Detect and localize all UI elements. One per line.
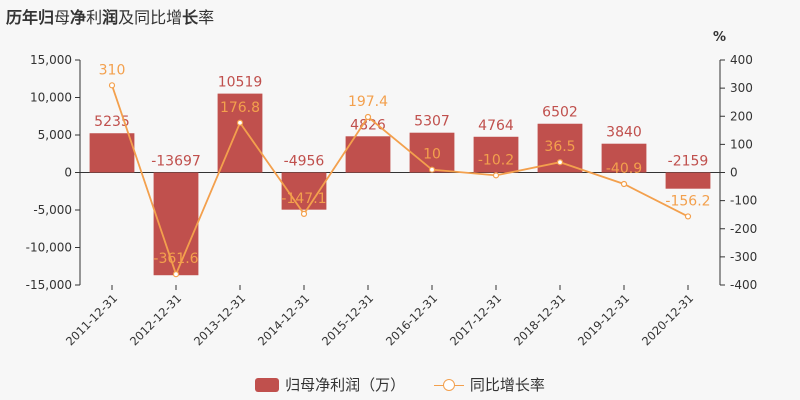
x-axis-tick-label: 2016-12-31 bbox=[383, 291, 440, 348]
line-value-label: -361.6 bbox=[153, 251, 198, 267]
line-point bbox=[172, 271, 180, 278]
left-axis-tick-label: -5,000 bbox=[33, 203, 72, 217]
line-value-label: 10 bbox=[423, 147, 441, 163]
line-point bbox=[364, 113, 372, 121]
bar-value-label: 5307 bbox=[414, 114, 450, 130]
legend-item-bar[interactable]: 归母净利润（万） bbox=[255, 374, 405, 395]
bar-value-label: -13697 bbox=[151, 154, 201, 170]
right-axis-tick-label: 200 bbox=[730, 109, 753, 123]
right-axis-tick-label: -100 bbox=[730, 194, 757, 208]
legend-item-line[interactable]: 同比增长率 bbox=[433, 374, 545, 395]
right-axis-tick-label: 100 bbox=[730, 137, 753, 151]
line-value-label: 36.5 bbox=[544, 139, 575, 155]
line-point bbox=[620, 180, 628, 188]
legend-bar-swatch bbox=[255, 377, 280, 392]
bar bbox=[473, 136, 519, 173]
x-axis-tick-label: 2013-12-31 bbox=[191, 291, 248, 348]
legend-line-label: 同比增长率 bbox=[469, 376, 545, 394]
x-axis-tick-label: 2015-12-31 bbox=[319, 291, 376, 348]
legend-bar-label: 归母净利润（万） bbox=[285, 376, 406, 394]
x-axis-tick-label: 2019-12-31 bbox=[575, 291, 632, 348]
right-axis-unit: % bbox=[713, 30, 727, 45]
line-value-label: 176.8 bbox=[220, 100, 260, 116]
x-axis-tick-label: 2012-12-31 bbox=[127, 291, 184, 348]
bar-value-label: 3840 bbox=[606, 125, 642, 141]
line-point bbox=[556, 159, 564, 166]
line-value-label: -10.2 bbox=[478, 152, 514, 168]
bar-value-label: 6502 bbox=[542, 105, 578, 121]
bar-value-label: 5235 bbox=[94, 114, 130, 130]
bar-value-label: 10519 bbox=[218, 75, 263, 91]
right-axis-tick-label: 400 bbox=[730, 53, 753, 67]
line-point bbox=[236, 119, 244, 126]
bar bbox=[345, 136, 391, 173]
right-axis-tick-label: 0 bbox=[730, 166, 738, 180]
line-value-label: 197.4 bbox=[348, 94, 388, 110]
left-axis-tick-label: -15,000 bbox=[26, 278, 72, 292]
right-axis-tick-label: -400 bbox=[730, 278, 757, 292]
left-axis-tick-label: 5,000 bbox=[38, 128, 72, 142]
chart-title: 历年归母净利润及同比增长率 bbox=[6, 8, 215, 27]
x-axis-tick-label: 2017-12-31 bbox=[447, 291, 504, 348]
line-value-label: -156.2 bbox=[665, 193, 710, 209]
line-point bbox=[108, 82, 116, 89]
x-axis-tick-label: 2011-12-31 bbox=[63, 291, 120, 348]
right-axis-tick-label: -300 bbox=[730, 250, 757, 264]
x-axis-tick-label: 2020-12-31 bbox=[639, 291, 696, 348]
bar-value-label: -2159 bbox=[668, 154, 709, 170]
line-value-label: 310 bbox=[99, 62, 126, 78]
line-point bbox=[684, 213, 692, 220]
line-value-label: -147.1 bbox=[281, 191, 326, 207]
bar bbox=[153, 172, 199, 276]
left-axis-tick-label: -10,000 bbox=[26, 241, 72, 255]
left-axis-tick-label: 15,000 bbox=[30, 53, 72, 67]
bar bbox=[601, 143, 647, 173]
line-point bbox=[428, 166, 436, 173]
line-point bbox=[300, 210, 308, 217]
line-value-label: -40.9 bbox=[606, 161, 642, 177]
left-axis-tick-label: 0 bbox=[64, 166, 72, 180]
bar bbox=[409, 132, 455, 173]
bar-value-label: -4956 bbox=[284, 154, 325, 170]
growth-rate-line bbox=[111, 85, 689, 277]
right-axis-tick-label: -200 bbox=[730, 222, 757, 236]
bar bbox=[89, 133, 135, 173]
x-axis-tick-label: 2014-12-31 bbox=[255, 291, 312, 348]
left-axis-tick-label: 10,000 bbox=[30, 91, 72, 105]
x-axis-tick-label: 2018-12-31 bbox=[511, 291, 568, 348]
right-axis-tick-label: 300 bbox=[730, 81, 753, 95]
legend-line-swatch bbox=[433, 378, 464, 392]
line-point bbox=[492, 172, 500, 179]
legend: 归母净利润（万） 同比增长率 bbox=[0, 374, 800, 396]
bar-value-label: 4764 bbox=[478, 118, 514, 134]
bar bbox=[665, 172, 711, 189]
